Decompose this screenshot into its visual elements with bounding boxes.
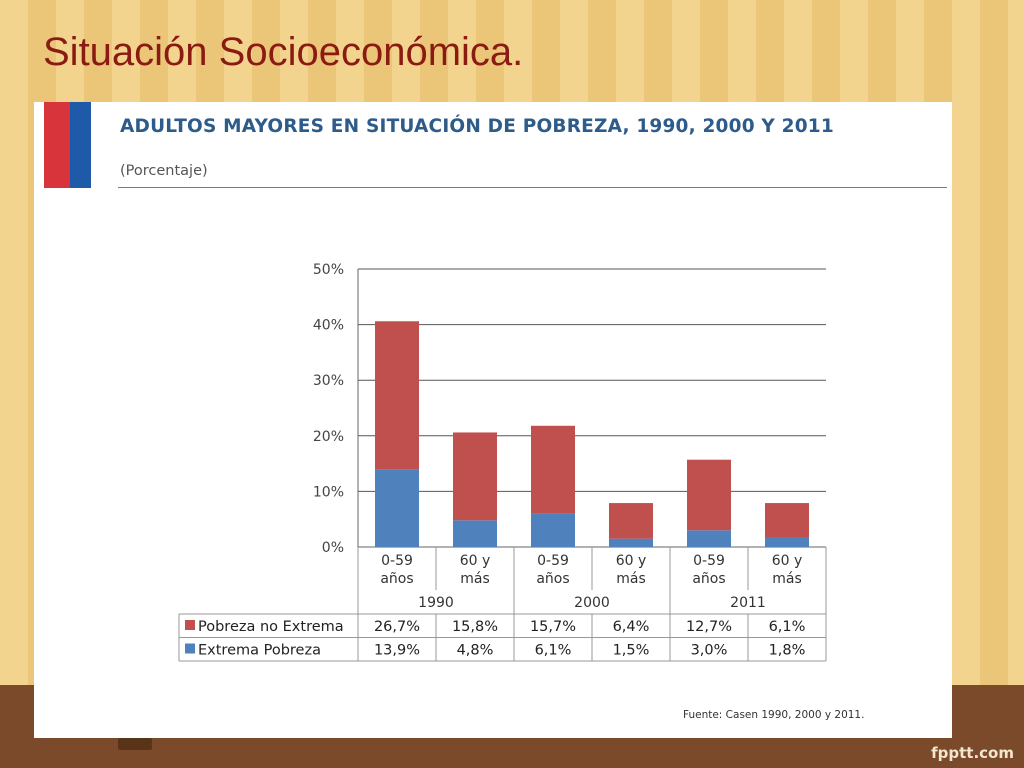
category-label-line1: 60 y <box>616 553 647 569</box>
group-label: 2011 <box>730 595 766 611</box>
data-table-value: 12,7% <box>686 619 732 635</box>
category-label-line2: años <box>536 571 569 587</box>
bar-pobreza-no-extrema <box>531 425 575 514</box>
flag-blue-stripe <box>70 102 91 188</box>
flag-red-stripe <box>44 102 70 188</box>
bar-extrema-pobreza <box>375 469 419 547</box>
slide-title: Situación Socioeconómica. <box>43 30 524 74</box>
data-table-value: 3,0% <box>691 643 728 659</box>
bar-pobreza-no-extrema <box>375 321 419 470</box>
data-table-value: 1,8% <box>769 643 806 659</box>
data-table-value: 6,1% <box>769 619 806 635</box>
group-label: 2000 <box>574 595 610 611</box>
chart-panel <box>34 102 952 738</box>
bar-pobreza-no-extrema <box>609 503 653 539</box>
legend-label: Extrema Pobreza <box>198 643 321 659</box>
legend-label: Pobreza no Extrema <box>198 619 344 635</box>
furniture-decoration <box>118 738 152 750</box>
data-table-value: 6,4% <box>613 619 650 635</box>
legend-swatch <box>185 643 195 654</box>
bar-pobreza-no-extrema <box>765 503 809 537</box>
data-table-value: 4,8% <box>457 643 494 659</box>
category-label-line2: más <box>616 571 646 587</box>
bar-extrema-pobreza <box>453 520 497 547</box>
data-table-value: 1,5% <box>613 643 650 659</box>
header-divider <box>118 187 947 188</box>
brand-watermark: fpptt.com <box>931 744 1014 762</box>
category-label-line1: 0-59 <box>381 553 413 569</box>
bar-extrema-pobreza <box>765 536 809 547</box>
y-tick-label: 50% <box>313 262 344 278</box>
category-label-line2: más <box>772 571 802 587</box>
bar-extrema-pobreza <box>531 513 575 547</box>
y-tick-label: 10% <box>313 484 344 500</box>
chart-subheading: (Porcentaje) <box>120 163 208 179</box>
data-table-value: 13,9% <box>374 643 420 659</box>
data-table-value: 15,7% <box>530 619 576 635</box>
y-tick-label: 0% <box>322 540 344 556</box>
data-table-value: 15,8% <box>452 619 498 635</box>
category-label-line1: 60 y <box>460 553 491 569</box>
y-tick-label: 30% <box>313 373 344 389</box>
source-note: Fuente: Casen 1990, 2000 y 2011. <box>683 709 865 721</box>
category-label-line2: años <box>380 571 413 587</box>
bar-extrema-pobreza <box>609 538 653 547</box>
bar-pobreza-no-extrema <box>453 432 497 521</box>
bar-pobreza-no-extrema <box>687 459 731 531</box>
y-tick-label: 40% <box>313 318 344 334</box>
category-label-line2: años <box>692 571 725 587</box>
data-table-value: 6,1% <box>535 643 572 659</box>
category-label-line1: 0-59 <box>693 553 725 569</box>
category-label-line2: más <box>460 571 490 587</box>
data-table-value: 26,7% <box>374 619 420 635</box>
category-label-line1: 0-59 <box>537 553 569 569</box>
chart-heading: ADULTOS MAYORES EN SITUACIÓN DE POBREZA,… <box>120 116 834 137</box>
category-label-line1: 60 y <box>772 553 803 569</box>
legend-swatch <box>185 620 195 630</box>
y-tick-label: 20% <box>313 429 344 445</box>
group-label: 1990 <box>418 595 454 611</box>
bar-extrema-pobreza <box>687 530 731 547</box>
